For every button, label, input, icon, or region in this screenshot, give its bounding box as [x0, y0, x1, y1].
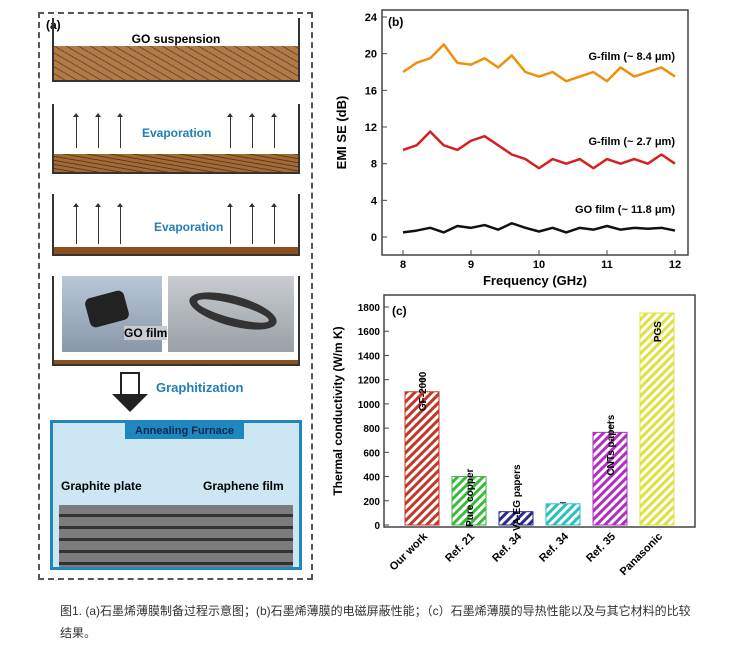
go-film-photo-1: [62, 276, 162, 352]
y-axis-label: Thermal conductivity (W/m K): [331, 326, 345, 495]
series-line: [402, 130, 676, 170]
annealing-furnace-label: Annealing Furnace: [125, 423, 245, 439]
bar: [498, 511, 534, 526]
y-tick-label: 16: [365, 85, 377, 97]
panel-label: (b): [388, 15, 403, 29]
y-tick-label: 600: [363, 448, 380, 459]
thermal-chart: 0 200 400 600 800 1000 1200 1400 1600 1800 Thermal…: [331, 294, 696, 578]
x-tick-label: 9: [468, 259, 474, 271]
y-tick-label: 8: [371, 159, 377, 171]
y-tick-label: 200: [363, 497, 380, 508]
go-film-label: GO film: [124, 326, 168, 340]
panel-label: (c): [392, 304, 407, 318]
category-label: Ref. 35: [584, 531, 618, 565]
bar-label: VA-EG papers: [512, 464, 523, 531]
x-tick-label: 8: [400, 259, 406, 271]
beaker-evaporation-2: Evaporation: [52, 194, 300, 256]
bar-label: CNTs papers: [606, 414, 617, 475]
bar: [639, 312, 675, 526]
y-axis-label: EMI SE (dB): [334, 96, 349, 170]
beaker-go-film: GO film: [52, 276, 300, 366]
bar: [545, 503, 581, 526]
bar-label: PGS: [653, 321, 664, 342]
y-tick-label: 1600: [358, 327, 381, 338]
go-film-photo-2: [168, 276, 294, 352]
beaker-go-suspension: GO suspension: [52, 18, 300, 82]
panel-a: (a) GO suspension Evaporation Evaporatio…: [38, 12, 313, 580]
y-tick-label: 0: [371, 232, 377, 244]
category-label: Ref. 34: [537, 530, 572, 565]
go-suspension-label: GO suspension: [131, 32, 221, 46]
x-tick-label: 11: [601, 259, 613, 271]
y-tick-label: 400: [363, 473, 380, 484]
down-arrow-icon: [120, 372, 140, 396]
category-label: Ref. 34: [490, 530, 525, 565]
x-tick-label: 10: [533, 259, 545, 271]
y-tick-label: 0: [374, 521, 380, 532]
plot-frame: [381, 9, 689, 256]
charts-svg: 8 9 10 11 12 0 4 8 12 16 20 24 Frequency (GHz) EMI SE…: [331, 9, 696, 578]
graphite-stack: [59, 505, 293, 567]
series-label: GO film (~ 11.8 μm): [575, 204, 675, 216]
figure-caption: 图1. (a)石墨烯薄膜制备过程示意图；(b)石墨烯薄膜的电磁屏蔽性能；（c）石…: [60, 604, 691, 640]
series-label: G-film (~ 2.7 μm): [589, 136, 676, 148]
category-label: Panasonic: [618, 531, 665, 578]
evaporation-label-1: Evaporation: [142, 126, 212, 140]
x-tick-label: 12: [669, 259, 681, 271]
graphite-plate-label: Graphite plate: [61, 479, 142, 493]
series-label: G-film (~ 8.4 μm): [589, 51, 676, 63]
y-tick-label: 12: [365, 122, 377, 134]
graphitization-label: Graphitization: [156, 380, 244, 395]
bar: [592, 431, 628, 526]
evaporation-label-2: Evaporation: [154, 220, 224, 234]
plot-frame: [383, 294, 696, 528]
y-tick-label: 1400: [358, 351, 381, 362]
category-label: Our work: [387, 530, 430, 573]
annealing-furnace: Annealing Furnace Graphite plate Graphen…: [50, 420, 302, 570]
bar-label: Pure copper: [465, 468, 476, 526]
y-tick-label: 24: [365, 12, 378, 24]
series-line: [402, 222, 676, 234]
y-tick-label: 800: [363, 424, 380, 435]
y-tick-label: 1000: [358, 400, 381, 411]
y-tick-label: 1800: [358, 303, 381, 314]
y-tick-label: 1200: [358, 376, 381, 387]
x-axis-label: Frequency (GHz): [483, 273, 587, 288]
bar-label: GF-2000: [418, 371, 429, 411]
y-tick-label: 4: [371, 195, 378, 207]
emi-chart: 8 9 10 11 12 0 4 8 12 16 20 24 Frequency (GHz) EMI SE…: [334, 9, 689, 288]
category-label: Ref. 21: [443, 531, 477, 565]
go-suspension-liquid: [54, 46, 298, 80]
bar: [451, 476, 487, 526]
bar: [404, 391, 440, 526]
graphene-film-label: Graphene film: [203, 479, 284, 493]
series-line: [402, 43, 676, 83]
beaker-evaporation-1: Evaporation: [52, 104, 300, 174]
y-tick-label: 20: [365, 49, 377, 61]
